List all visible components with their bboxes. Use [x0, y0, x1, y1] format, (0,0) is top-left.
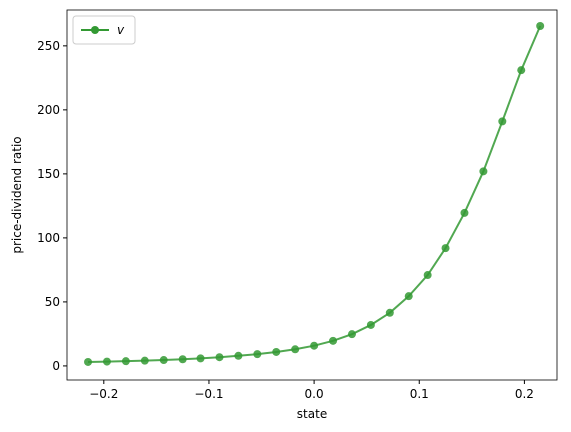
marker	[121, 357, 130, 366]
series-line	[88, 25, 542, 363]
y-tick-label: 200	[37, 103, 60, 117]
marker	[329, 336, 338, 345]
marker	[517, 66, 526, 75]
y-axis-label: price-dividend ratio	[10, 136, 24, 253]
marker	[159, 356, 168, 365]
marker	[310, 341, 319, 350]
marker	[253, 350, 262, 359]
marker	[385, 308, 394, 317]
marker	[291, 345, 300, 354]
marker	[84, 357, 93, 366]
marker	[347, 330, 356, 339]
marker	[178, 355, 187, 364]
marker	[102, 357, 111, 366]
marker	[215, 353, 224, 362]
legend-marker	[91, 26, 99, 34]
marker	[366, 320, 375, 329]
marker	[140, 356, 149, 365]
x-axis-label: state	[297, 407, 327, 421]
marker	[498, 117, 507, 126]
marker	[536, 22, 545, 31]
marker	[404, 292, 413, 301]
x-tick-label: 0.1	[410, 387, 429, 401]
y-tick-label: 0	[52, 359, 60, 373]
y-tick-label: 150	[37, 167, 60, 181]
legend-label: v	[117, 23, 125, 37]
marker	[196, 354, 205, 363]
marker	[234, 351, 243, 360]
marker	[423, 271, 432, 280]
y-tick-label: 50	[45, 295, 60, 309]
x-tick-label: −0.1	[194, 387, 223, 401]
y-tick-label: 250	[37, 39, 60, 53]
marker	[479, 167, 488, 176]
marker	[441, 244, 450, 253]
x-tick-label: 0.2	[515, 387, 534, 401]
marker	[460, 208, 469, 217]
plot-frame	[66, 9, 558, 381]
x-tick-label: 0.0	[305, 387, 324, 401]
marker	[272, 347, 281, 356]
x-tick-label: −0.2	[89, 387, 118, 401]
y-tick-label: 100	[37, 231, 60, 245]
